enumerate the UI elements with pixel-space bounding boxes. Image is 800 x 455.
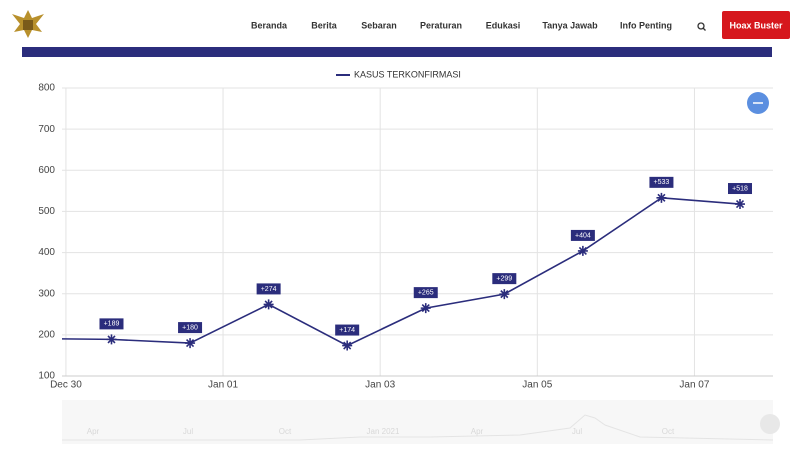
data-label-box xyxy=(649,176,674,188)
data-label-box xyxy=(492,273,517,285)
hoax-button-label[interactable]: Hoax Buster xyxy=(729,20,783,30)
data-label-box xyxy=(413,287,438,299)
header-bg xyxy=(0,0,800,47)
navigator-line xyxy=(62,414,774,441)
y-tick-label: 800 xyxy=(38,83,55,94)
point-marker xyxy=(263,299,274,310)
legend-label: KASUS TERKONFIRMASI xyxy=(354,69,461,79)
navigator-handle[interactable] xyxy=(760,414,780,434)
nav-item[interactable]: Sebaran xyxy=(361,20,397,30)
navigator-label: Apr xyxy=(471,427,484,436)
logo[interactable] xyxy=(12,10,44,38)
data-label: +180 xyxy=(182,324,198,331)
y-tick-label: 200 xyxy=(38,329,55,340)
x-tick-label: Dec 30 xyxy=(50,380,82,391)
point-marker xyxy=(656,192,667,203)
data-label-box xyxy=(335,324,360,336)
y-tick-label: 300 xyxy=(38,288,55,299)
x-tick-label: Jan 03 xyxy=(365,380,395,391)
data-label: +174 xyxy=(339,327,355,334)
point-marker xyxy=(577,245,588,256)
x-tick-label: Jan 07 xyxy=(679,380,709,391)
data-label-box xyxy=(728,183,753,195)
point-marker xyxy=(28,334,38,344)
data-label-box xyxy=(570,229,595,241)
data-label: +518 xyxy=(732,185,748,192)
y-tick-label: 400 xyxy=(38,247,55,258)
hoax-button[interactable] xyxy=(722,11,790,39)
nav-item[interactable]: Peraturan xyxy=(420,20,462,30)
navigator-label: Oct xyxy=(662,427,675,436)
point-marker xyxy=(342,340,353,351)
data-label-box xyxy=(178,322,203,334)
navigator-label: Apr xyxy=(87,427,100,436)
navigator-label: Jul xyxy=(183,427,193,436)
data-label: +274 xyxy=(261,286,277,293)
point-marker xyxy=(420,303,431,314)
data-label: +404 xyxy=(575,232,591,239)
data-label-box xyxy=(99,318,124,330)
nav-item[interactable]: Berita xyxy=(311,20,338,30)
nav-item[interactable]: Info Penting xyxy=(620,20,672,30)
series-line xyxy=(62,197,741,347)
navigator-label: Jul xyxy=(572,427,582,436)
navigator-label: Jan 2021 xyxy=(367,427,400,436)
data-label: +189 xyxy=(104,321,120,328)
x-tick-label: Jan 05 xyxy=(522,380,552,391)
nav-item[interactable]: Edukasi xyxy=(486,20,521,30)
header-bar xyxy=(22,47,772,57)
point-marker xyxy=(106,334,117,345)
y-tick-label: 100 xyxy=(38,371,55,382)
data-label-box xyxy=(256,283,281,295)
point-marker xyxy=(735,199,746,210)
y-tick-label: 700 xyxy=(38,124,55,135)
y-tick-label: 500 xyxy=(38,206,55,217)
navigator-label: Oct xyxy=(279,427,292,436)
point-marker xyxy=(499,289,510,300)
point-marker xyxy=(185,338,196,349)
nav-item[interactable]: Beranda xyxy=(251,20,288,30)
data-label: +299 xyxy=(496,275,512,282)
x-tick-label: Jan 01 xyxy=(208,380,238,391)
data-label: +265 xyxy=(418,289,434,296)
data-label: +533 xyxy=(654,179,670,186)
plot-area: +189 +180 +274 +174 +265 +299 +404 +533 +518 xyxy=(28,176,753,351)
nav-item[interactable]: Tanya Jawab xyxy=(542,20,598,30)
y-tick-label: 600 xyxy=(38,165,55,176)
search-icon[interactable] xyxy=(697,22,706,31)
